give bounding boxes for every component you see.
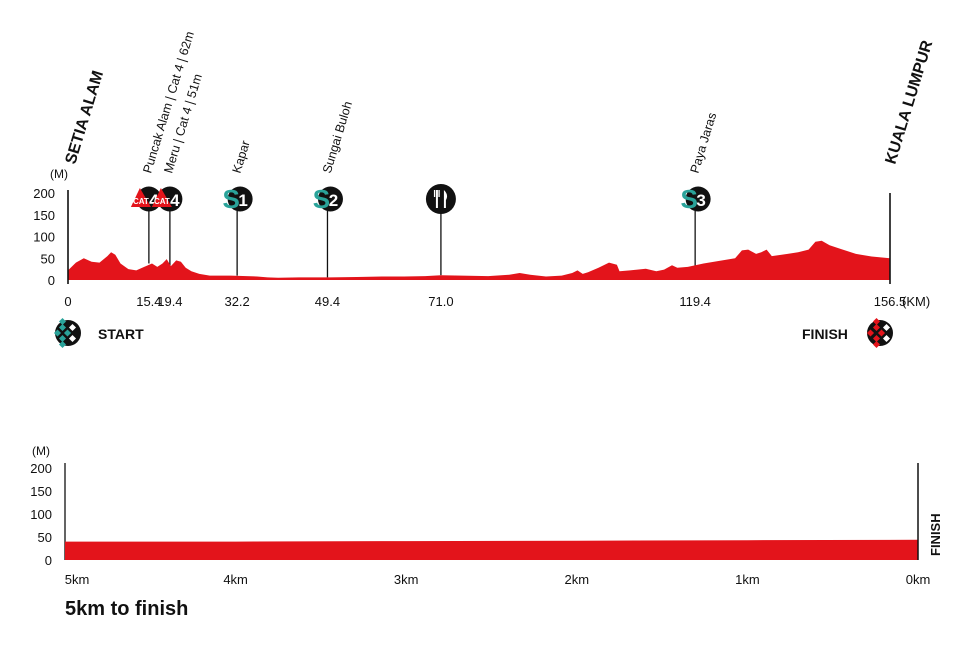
chart-title-bottom: 5km to finish (65, 598, 188, 620)
y-unit-label-bottom: (M) (32, 444, 50, 458)
y-tick-label: 50 (41, 251, 55, 266)
sprint-letter: S (313, 184, 330, 214)
climb-category-number: 4 (149, 191, 159, 210)
finish-label: FINISH (802, 326, 848, 342)
finish-icon (866, 317, 893, 349)
x-tick-label: 0km (906, 572, 931, 587)
last-5km-profile-area (65, 539, 918, 560)
x-tick-label: 19.4 (157, 294, 182, 309)
y-tick-label: 100 (33, 230, 55, 245)
x-tick-label: 1km (735, 572, 760, 587)
knife-shape (443, 190, 448, 208)
feed-zone-icon (425, 184, 456, 214)
climb-cat-text: CAT (154, 197, 170, 206)
x-unit-label: (KM) (902, 294, 930, 309)
climb-mountain-icon (130, 188, 151, 207)
marker-group (148, 211, 696, 278)
sprint-badge-icon: S2 (313, 184, 343, 214)
climb-category-number: 4 (170, 191, 180, 210)
finish-town-label: KUALA LUMPUR (883, 38, 937, 166)
sprint-badge-icon: S1 (222, 184, 253, 214)
x-tick-label: 4km (223, 572, 248, 587)
y-tick-label: 50 (38, 530, 52, 545)
fork-tine (433, 190, 436, 197)
y-tick-label: 0 (48, 273, 55, 288)
sprint-badge-circle (685, 186, 711, 212)
marker-label: Paya Jaras (688, 111, 720, 175)
sprint-badge-circle (317, 186, 343, 212)
sprint-number: 3 (696, 191, 705, 210)
x-tick-label: 156.5 (874, 294, 907, 309)
climb-mountain-icon (151, 188, 172, 207)
x-axis-ticks: 0 15.419.4 32.2 49.4 71.0 119.4 156.5 (64, 294, 906, 309)
start-town-label: SETIA ALAM (63, 69, 107, 166)
sprint-number: 2 (329, 191, 338, 210)
x-tick-label: 119.4 (679, 294, 711, 309)
y-unit-label: (M) (50, 167, 68, 181)
y-tick-label: 200 (33, 186, 55, 201)
y-tick-label: 150 (33, 208, 55, 223)
fork-tine (438, 190, 440, 197)
sprint-badge-circle (227, 186, 253, 212)
finish-label-bottom: FINISH (928, 513, 943, 556)
last-5km-chart: (M) 200 150 100 50 0 FINISH 5km 4km 3km 2km 1km 0… (30, 444, 943, 620)
elevation-profile-area (68, 240, 890, 280)
y-tick-label: 0 (45, 553, 52, 568)
sprint-badge-icon: S3 (680, 184, 711, 214)
x-tick-label: 15.4 (136, 294, 161, 309)
x-tick-label: 3km (394, 572, 419, 587)
x-tick-label: 49.4 (315, 294, 340, 309)
y-tick-label: 200 (30, 461, 52, 476)
feed-badge-circle (425, 184, 456, 214)
x-tick-label: 0 (64, 294, 71, 309)
sprint-letter: S (680, 184, 697, 214)
x-tick-label: 2km (565, 572, 590, 587)
y-axis-ticks-bottom: 200 150 100 50 0 (30, 461, 52, 568)
sprint-letter: S (222, 184, 239, 214)
x-tick-label: 71.0 (428, 294, 453, 309)
marker-label: Sungai Buloh (320, 100, 355, 175)
climb-badge-icon: CAT 4 (151, 186, 183, 212)
start-label: START (98, 326, 144, 342)
sprint-number: 1 (238, 191, 247, 210)
x-tick-label: 32.2 (224, 294, 249, 309)
y-axis-ticks: 200 150 100 50 0 (33, 186, 55, 288)
y-tick-label: 150 (30, 484, 52, 499)
climb-cat-text: CAT (133, 197, 149, 206)
fork-handle (435, 190, 438, 208)
x-axis-ticks-bottom: 5km 4km 3km 2km 1km 0km (65, 572, 931, 587)
x-tick-label: 5km (65, 572, 90, 587)
y-tick-label: 100 (30, 507, 52, 522)
marker-label: Kapar (230, 139, 253, 175)
start-icon (53, 317, 81, 349)
